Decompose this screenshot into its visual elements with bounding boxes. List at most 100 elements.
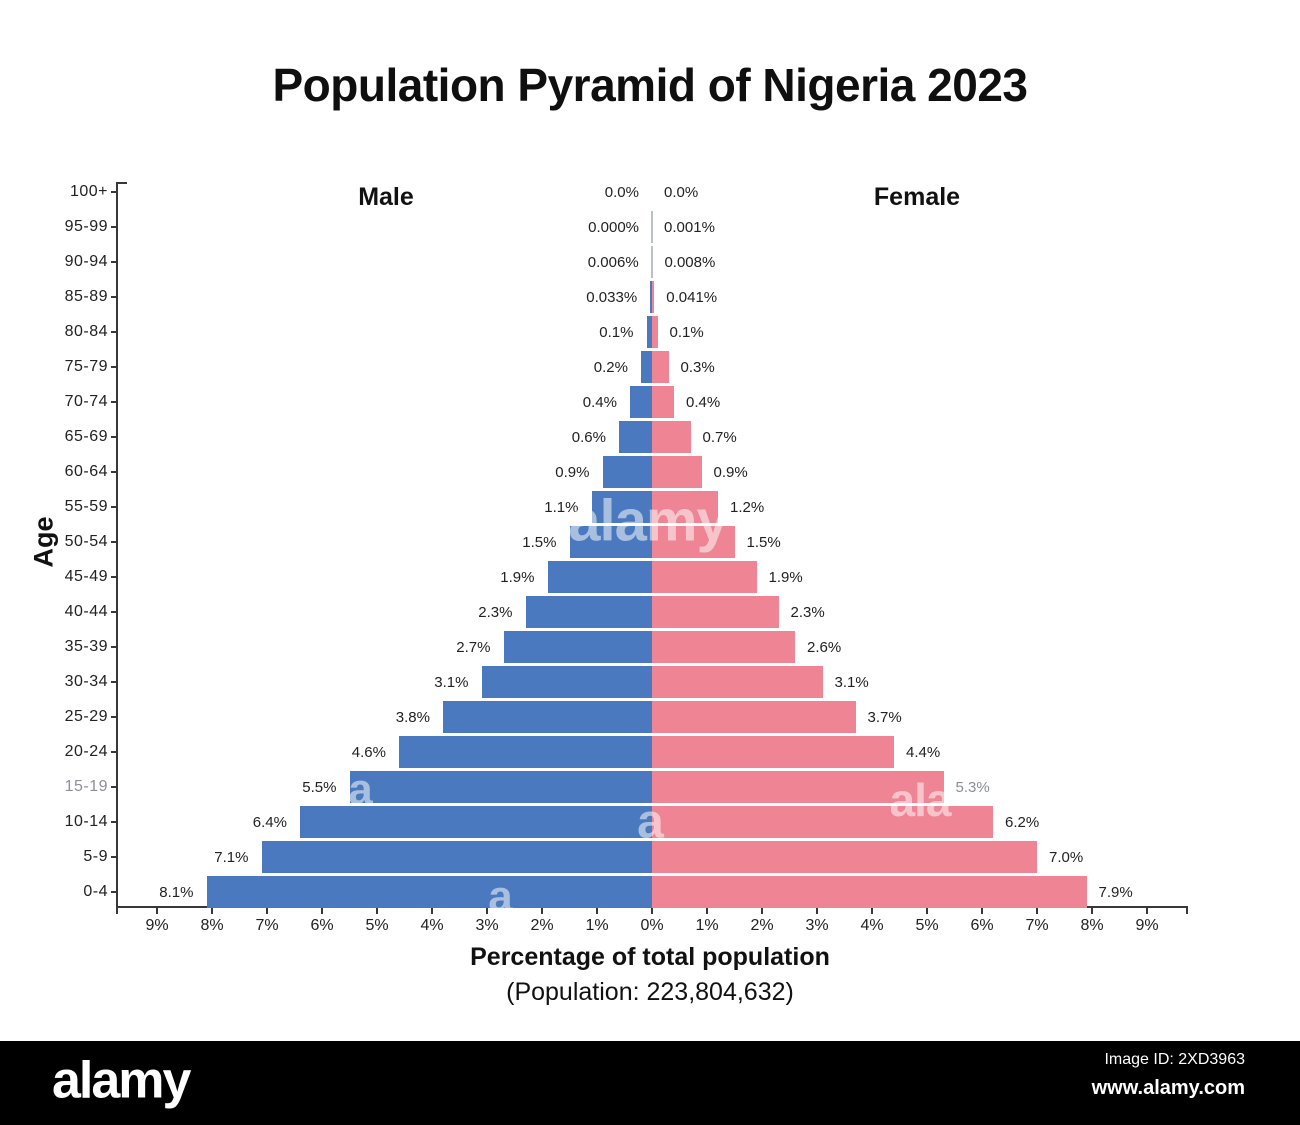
pyramid-row: 65-69 0.6% 0.7% [0,420,1300,455]
male-bar [619,421,652,453]
male-value-label: 4.6% [351,743,386,761]
female-value-label: 0.4% [686,393,721,411]
pyramid-row: 0-4 8.1% 7.9% [0,875,1300,910]
pyramid-row: 25-29 3.8% 3.7% [0,700,1300,735]
male-bar [399,736,652,768]
male-value-label: 3.8% [395,708,430,726]
female-bar [652,561,757,593]
pyramid-row: 45-49 1.9% 1.9% [0,560,1300,595]
pyramid-row: 35-39 2.7% 2.6% [0,630,1300,665]
female-value-label: 0.1% [669,323,704,341]
chart-title: Population Pyramid of Nigeria 2023 [272,59,1028,111]
x-axis-tick-label: 3% [805,917,829,934]
male-value-label: 0.9% [555,463,590,481]
x-axis-tick-label: 6% [970,917,994,934]
female-bar [652,281,655,313]
male-value-label: 3.1% [434,673,469,691]
female-value-label: 7.9% [1098,883,1133,901]
male-value-label: 7.1% [214,848,249,866]
age-group-label: 15-19 [64,777,108,795]
female-bar [652,876,1087,908]
male-value-label: 2.7% [456,638,491,656]
age-group-label: 0-4 [83,882,108,900]
x-axis-tick-label: 8% [1080,917,1104,934]
male-value-label: 0.006% [587,253,639,271]
female-value-label: 0.3% [680,358,715,376]
female-value-label: 5.3% [955,778,990,796]
female-bar [652,596,779,628]
x-axis-tick-label: 5% [915,917,939,934]
female-value-label: 1.9% [768,568,803,586]
male-bar [547,561,652,593]
age-group-label: 60-64 [64,462,108,480]
image-id-text: Image ID: 2XD3963 [1104,1051,1245,1068]
male-bar [641,351,652,383]
female-value-label: 0.7% [702,428,737,446]
female-value-label: 2.6% [807,638,842,656]
male-bar [630,386,652,418]
axis-lines [111,182,1188,914]
x-axis-tick-label: 0% [640,917,664,934]
male-bar [646,316,652,348]
male-value-label: 1.1% [544,498,579,516]
male-bar [349,771,652,803]
pyramid-row: 95-99 0.000% 0.001% [0,210,1300,245]
x-axis-tick-label: 5% [365,917,389,934]
male-bar [206,876,652,908]
female-value-label: 0.041% [666,288,718,306]
age-group-label: 10-14 [64,812,108,830]
age-group-label: 5-9 [83,847,108,865]
male-value-label: 0.000% [588,218,639,236]
male-value-label: 0.033% [586,288,638,306]
male-bar [503,631,652,663]
x-axis-tick-label: 8% [200,917,224,934]
x-axis-tick-label: 3% [475,917,499,934]
male-value-label: 2.3% [478,603,513,621]
female-value-label: 7.0% [1049,848,1084,866]
female-bar [652,386,674,418]
pyramid-row: 30-34 3.1% 3.1% [0,665,1300,700]
x-axis-tick-label: 9% [1135,917,1159,934]
female-bar [652,736,894,768]
male-bar [261,841,652,873]
age-group-label: 100+ [69,182,108,200]
pyramid-row: 55-59 1.1% 1.2% [0,490,1300,525]
x-axis-title: Percentage of total population [470,943,830,971]
x-axis-tick-label: 2% [750,917,774,934]
tiny-bar-stub [651,211,653,243]
male-value-label: 0.1% [599,323,634,341]
male-value-label: 0.2% [593,358,628,376]
x-axis-tick-label: 2% [530,917,554,934]
male-bar [602,456,652,488]
watermark-footer-bar: alamy Image ID: 2XD3963 www.alamy.com [0,1041,1300,1125]
male-bar [591,491,652,523]
male-value-label: 0.0% [604,183,639,201]
female-bar [652,421,691,453]
female-value-label: 3.1% [834,673,869,691]
age-group-label: 95-99 [64,217,108,235]
pyramid-row: 100+ 0.0% 0.0% [0,175,1300,210]
x-axis-subtitle: (Population: 223,804,632) [506,978,794,1006]
age-group-label: 55-59 [64,497,108,515]
pyramid-row: 15-19 5.5% 5.3% [0,770,1300,805]
age-group-label: 45-49 [64,567,108,585]
female-value-label: 6.2% [1005,813,1040,831]
male-value-label: 0.4% [582,393,617,411]
age-group-label: 65-69 [64,427,108,445]
age-group-label: 80-84 [64,322,108,340]
age-group-label: 35-39 [64,637,108,655]
pyramid-row: 40-44 2.3% 2.3% [0,595,1300,630]
male-value-label: 6.4% [252,813,287,831]
male-value-label: 8.1% [159,883,194,901]
female-value-label: 0.0% [664,183,699,201]
pyramid-row: 90-94 0.006% 0.008% [0,245,1300,280]
alamy-logo: alamy [52,1051,191,1110]
age-group-label: 70-74 [64,392,108,410]
pyramid-row: 20-24 4.6% 4.4% [0,735,1300,770]
pyramid-row: 75-79 0.2% 0.3% [0,350,1300,385]
x-axis-tick-label: 4% [420,917,444,934]
x-axis-tick-label: 6% [310,917,334,934]
female-value-label: 1.2% [730,498,765,516]
female-value-label: 4.4% [906,743,941,761]
